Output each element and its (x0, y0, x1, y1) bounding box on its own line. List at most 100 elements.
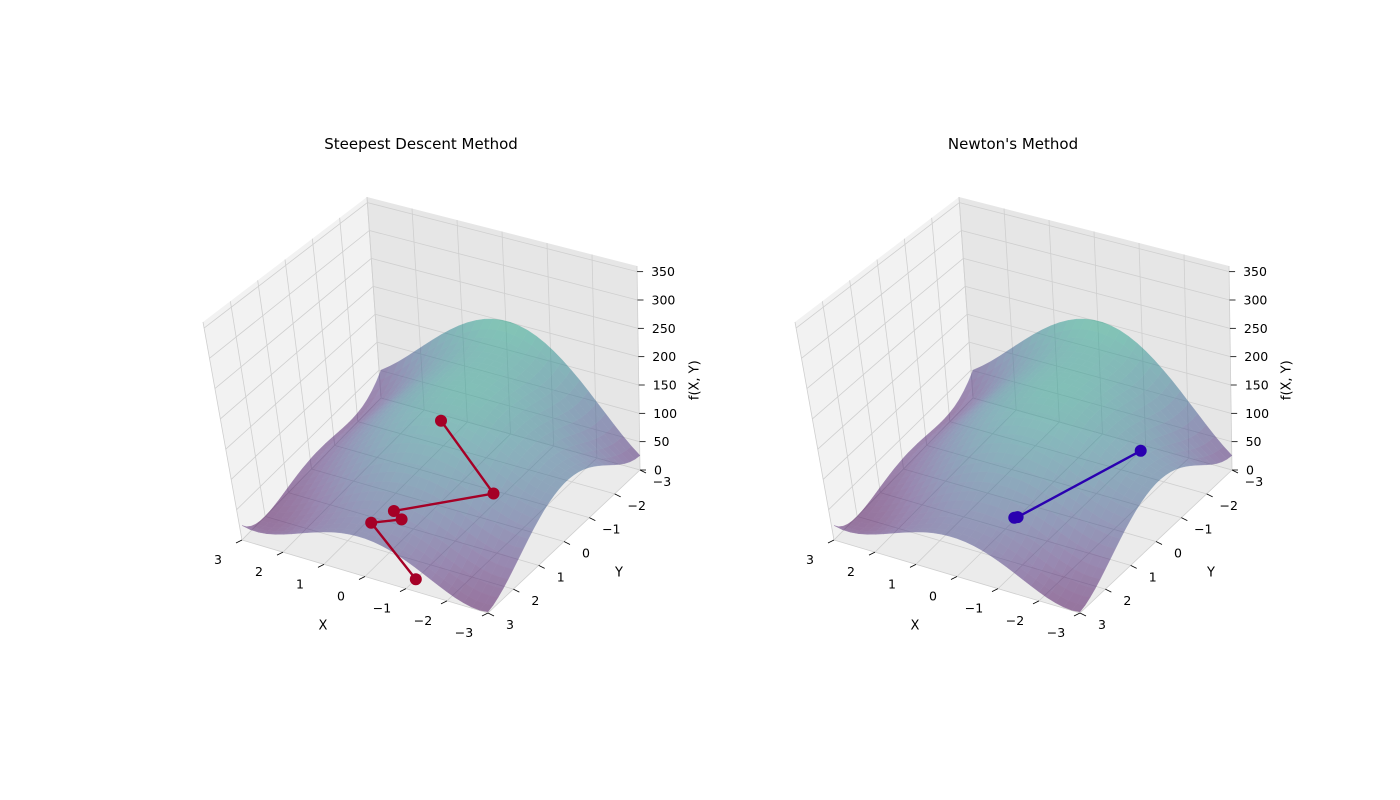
z-tick-label: 50 (1246, 434, 1262, 449)
optimization-path-point (387, 505, 400, 517)
optimization-path-point (409, 573, 422, 586)
x-axis-label: X (911, 619, 920, 634)
y-tick-mark (1206, 493, 1213, 498)
z-tick-label: 50 (654, 434, 670, 449)
z-tick-label: 150 (1245, 378, 1269, 393)
x-tick-label: 3 (806, 552, 814, 567)
z-tick-label: 350 (1243, 264, 1267, 279)
x-tick-mark (399, 588, 407, 593)
z-axis-label: f(X, Y) (1280, 360, 1295, 400)
left-pane (795, 197, 973, 540)
x-tick-label: 0 (337, 589, 345, 604)
y-tick-label: 3 (1098, 617, 1106, 632)
back-grid-line (369, 230, 638, 301)
z-tick-label: 100 (653, 406, 677, 421)
x-tick-mark (950, 576, 958, 580)
x-tick-label: 1 (296, 576, 304, 591)
x-tick-label: 2 (255, 564, 263, 579)
left-grid-line (822, 341, 970, 480)
z-tick-label: 200 (1244, 349, 1268, 364)
y-tick-mark (487, 612, 495, 617)
y-tick-mark (1231, 469, 1239, 474)
y-tick-mark (589, 517, 596, 522)
left-grid-line (801, 230, 962, 359)
y-axis-label: Y (614, 566, 623, 581)
z-tick-label: 100 (1245, 406, 1269, 421)
left-grid-line (817, 313, 968, 450)
y-tick-label: −1 (602, 522, 620, 537)
y-tick-label: −3 (653, 474, 671, 489)
x-tick-mark (358, 576, 366, 580)
left-grid-line (220, 286, 374, 420)
newtons-method-panel: 3 2 1 0 −1 −2 −3 −3 −2 −1 0 1 2 3 0 50 100 150 200 250 300 35… (794, 135, 1295, 640)
left-grid-line (209, 230, 370, 359)
x-tick-mark (235, 539, 243, 544)
z-tick-label: 300 (652, 293, 676, 308)
x-tick-label: 2 (847, 564, 855, 579)
y-tick-label: −3 (1245, 474, 1263, 489)
x-tick-mark (481, 612, 489, 617)
y-tick-label: 0 (582, 546, 590, 561)
y-tick-label: −1 (1194, 522, 1212, 537)
y-tick-mark (563, 541, 571, 545)
y-tick-label: 1 (557, 569, 565, 584)
y-tick-mark (1181, 517, 1188, 522)
surface (833, 318, 1233, 613)
left-grid-line (203, 202, 368, 329)
y-tick-mark (538, 564, 545, 569)
y-tick-label: −2 (627, 498, 645, 513)
optimization-path-point (1008, 511, 1021, 524)
x-axis-label: X (319, 619, 328, 634)
y-tick-mark (513, 588, 520, 593)
left-pane (203, 197, 381, 540)
surface-patch (241, 525, 255, 531)
back-grid-line (963, 258, 1231, 329)
z-tick-label: 0 (1246, 463, 1254, 478)
z-tick-label: 200 (652, 349, 676, 364)
y-tick-mark (639, 469, 647, 474)
x-tick-label: 3 (214, 552, 222, 567)
left-grid-line (828, 369, 972, 511)
y-axis-label: Y (1206, 566, 1215, 581)
x-tick-label: −3 (1047, 625, 1065, 640)
z-tick-label: 0 (654, 463, 662, 478)
chart-title: Newton's Method (948, 135, 1078, 153)
left-grid-line (230, 341, 378, 480)
x-tick-mark (827, 539, 835, 544)
back-grid-line (367, 202, 638, 273)
left-grid-line (795, 202, 960, 329)
x-tick-mark (440, 600, 448, 605)
x-tick-mark (868, 551, 876, 556)
z-tick-label: 350 (651, 264, 675, 279)
y-tick-mark (1105, 588, 1112, 593)
left-grid-line (236, 369, 380, 511)
x-tick-label: −2 (1006, 613, 1024, 628)
left-grid-line (214, 258, 372, 389)
back-grid-line (959, 202, 1230, 273)
y-tick-mark (1130, 564, 1137, 569)
z-tick-label: 150 (653, 378, 677, 393)
x-tick-label: −1 (965, 601, 983, 616)
y-tick-label: 2 (1123, 593, 1131, 608)
z-tick-label: 250 (652, 321, 676, 336)
back-grid-line (371, 258, 639, 329)
y-tick-mark (614, 493, 621, 498)
x-tick-mark (909, 563, 917, 568)
surface-patch (833, 525, 847, 531)
x-tick-mark (991, 588, 999, 593)
chart-title: Steepest Descent Method (324, 135, 518, 153)
left-grid-line (806, 258, 964, 389)
x-tick-label: 1 (888, 576, 896, 591)
y-tick-mark (1079, 612, 1087, 617)
back-grid-line (961, 230, 1230, 301)
y-tick-label: 0 (1174, 546, 1182, 561)
steepest-descent-panel: 3 2 1 0 −1 −2 −3 −3 −2 −1 0 1 2 3 0 50 100 150 200 250 300 35… (202, 135, 703, 640)
x-tick-label: −3 (455, 625, 473, 640)
left-grid-line (812, 286, 966, 420)
y-tick-label: 3 (506, 617, 514, 632)
optimization-path-point (435, 414, 447, 427)
left-grid-line (225, 313, 376, 450)
y-tick-label: 1 (1149, 569, 1157, 584)
x-tick-label: −1 (373, 601, 391, 616)
